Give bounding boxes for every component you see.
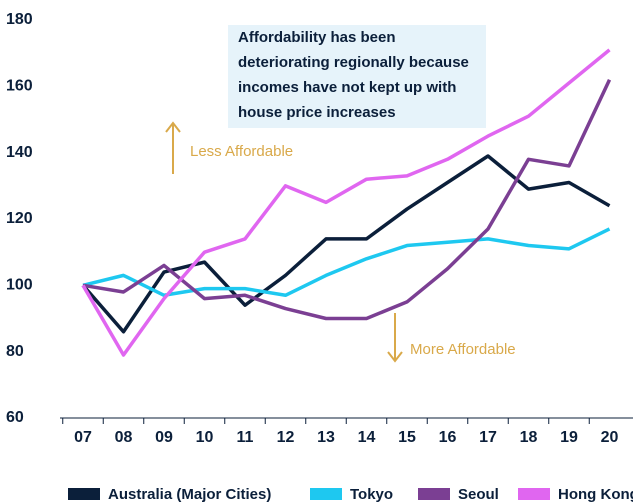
series-line xyxy=(82,78,612,321)
y-tick-label: 80 xyxy=(6,343,24,360)
y-tick-label: 180 xyxy=(6,11,33,28)
annotation-line: house price increases xyxy=(238,104,396,121)
legend-text: Seoul xyxy=(458,486,499,503)
x-tick-label: 15 xyxy=(398,429,416,446)
x-tick-label: 07 xyxy=(74,429,92,446)
x-tick-label: 08 xyxy=(115,429,133,446)
annotation-line: incomes have not kept up with xyxy=(238,79,456,96)
down-arrow xyxy=(387,313,403,363)
up-arrow xyxy=(165,121,181,174)
y-tick-label: 160 xyxy=(6,78,33,95)
legend-text: Tokyo xyxy=(350,486,393,503)
x-tick-label: 19 xyxy=(560,429,578,446)
legend-text: Australia (Major Cities) xyxy=(108,486,271,503)
legend-text: Hong Kong xyxy=(558,486,633,503)
y-tick-label: 140 xyxy=(6,144,33,161)
legend-swatch xyxy=(518,488,550,500)
x-tick-label: 14 xyxy=(358,429,376,446)
x-tick-label: 10 xyxy=(196,429,214,446)
y-tick-label: 120 xyxy=(6,210,33,227)
x-tick-label: 17 xyxy=(479,429,497,446)
arrows xyxy=(165,121,403,363)
x-tick-label: 12 xyxy=(277,429,295,446)
x-tick-label: 09 xyxy=(155,429,173,446)
x-tick-label: 20 xyxy=(601,429,619,446)
annotation-line: deteriorating regionally because xyxy=(238,54,469,71)
annotation-box xyxy=(228,25,486,128)
x-tick-label: 11 xyxy=(237,429,254,446)
series-line xyxy=(81,154,611,334)
legend-swatch xyxy=(310,488,342,500)
annotation-line: Affordability has been xyxy=(238,29,396,46)
series-line xyxy=(82,227,611,298)
legend-swatch xyxy=(418,488,450,500)
x-tick-label: 18 xyxy=(520,429,538,446)
y-tick-label: 60 xyxy=(6,409,24,426)
legend-swatch xyxy=(68,488,100,500)
y-tick-label: 100 xyxy=(6,277,33,294)
arrow-label: Less Affordable xyxy=(190,143,293,160)
series-line xyxy=(81,48,611,357)
x-tick-label: 13 xyxy=(317,429,335,446)
x-tick-label: 16 xyxy=(439,429,457,446)
arrow-label: More Affordable xyxy=(410,341,516,358)
